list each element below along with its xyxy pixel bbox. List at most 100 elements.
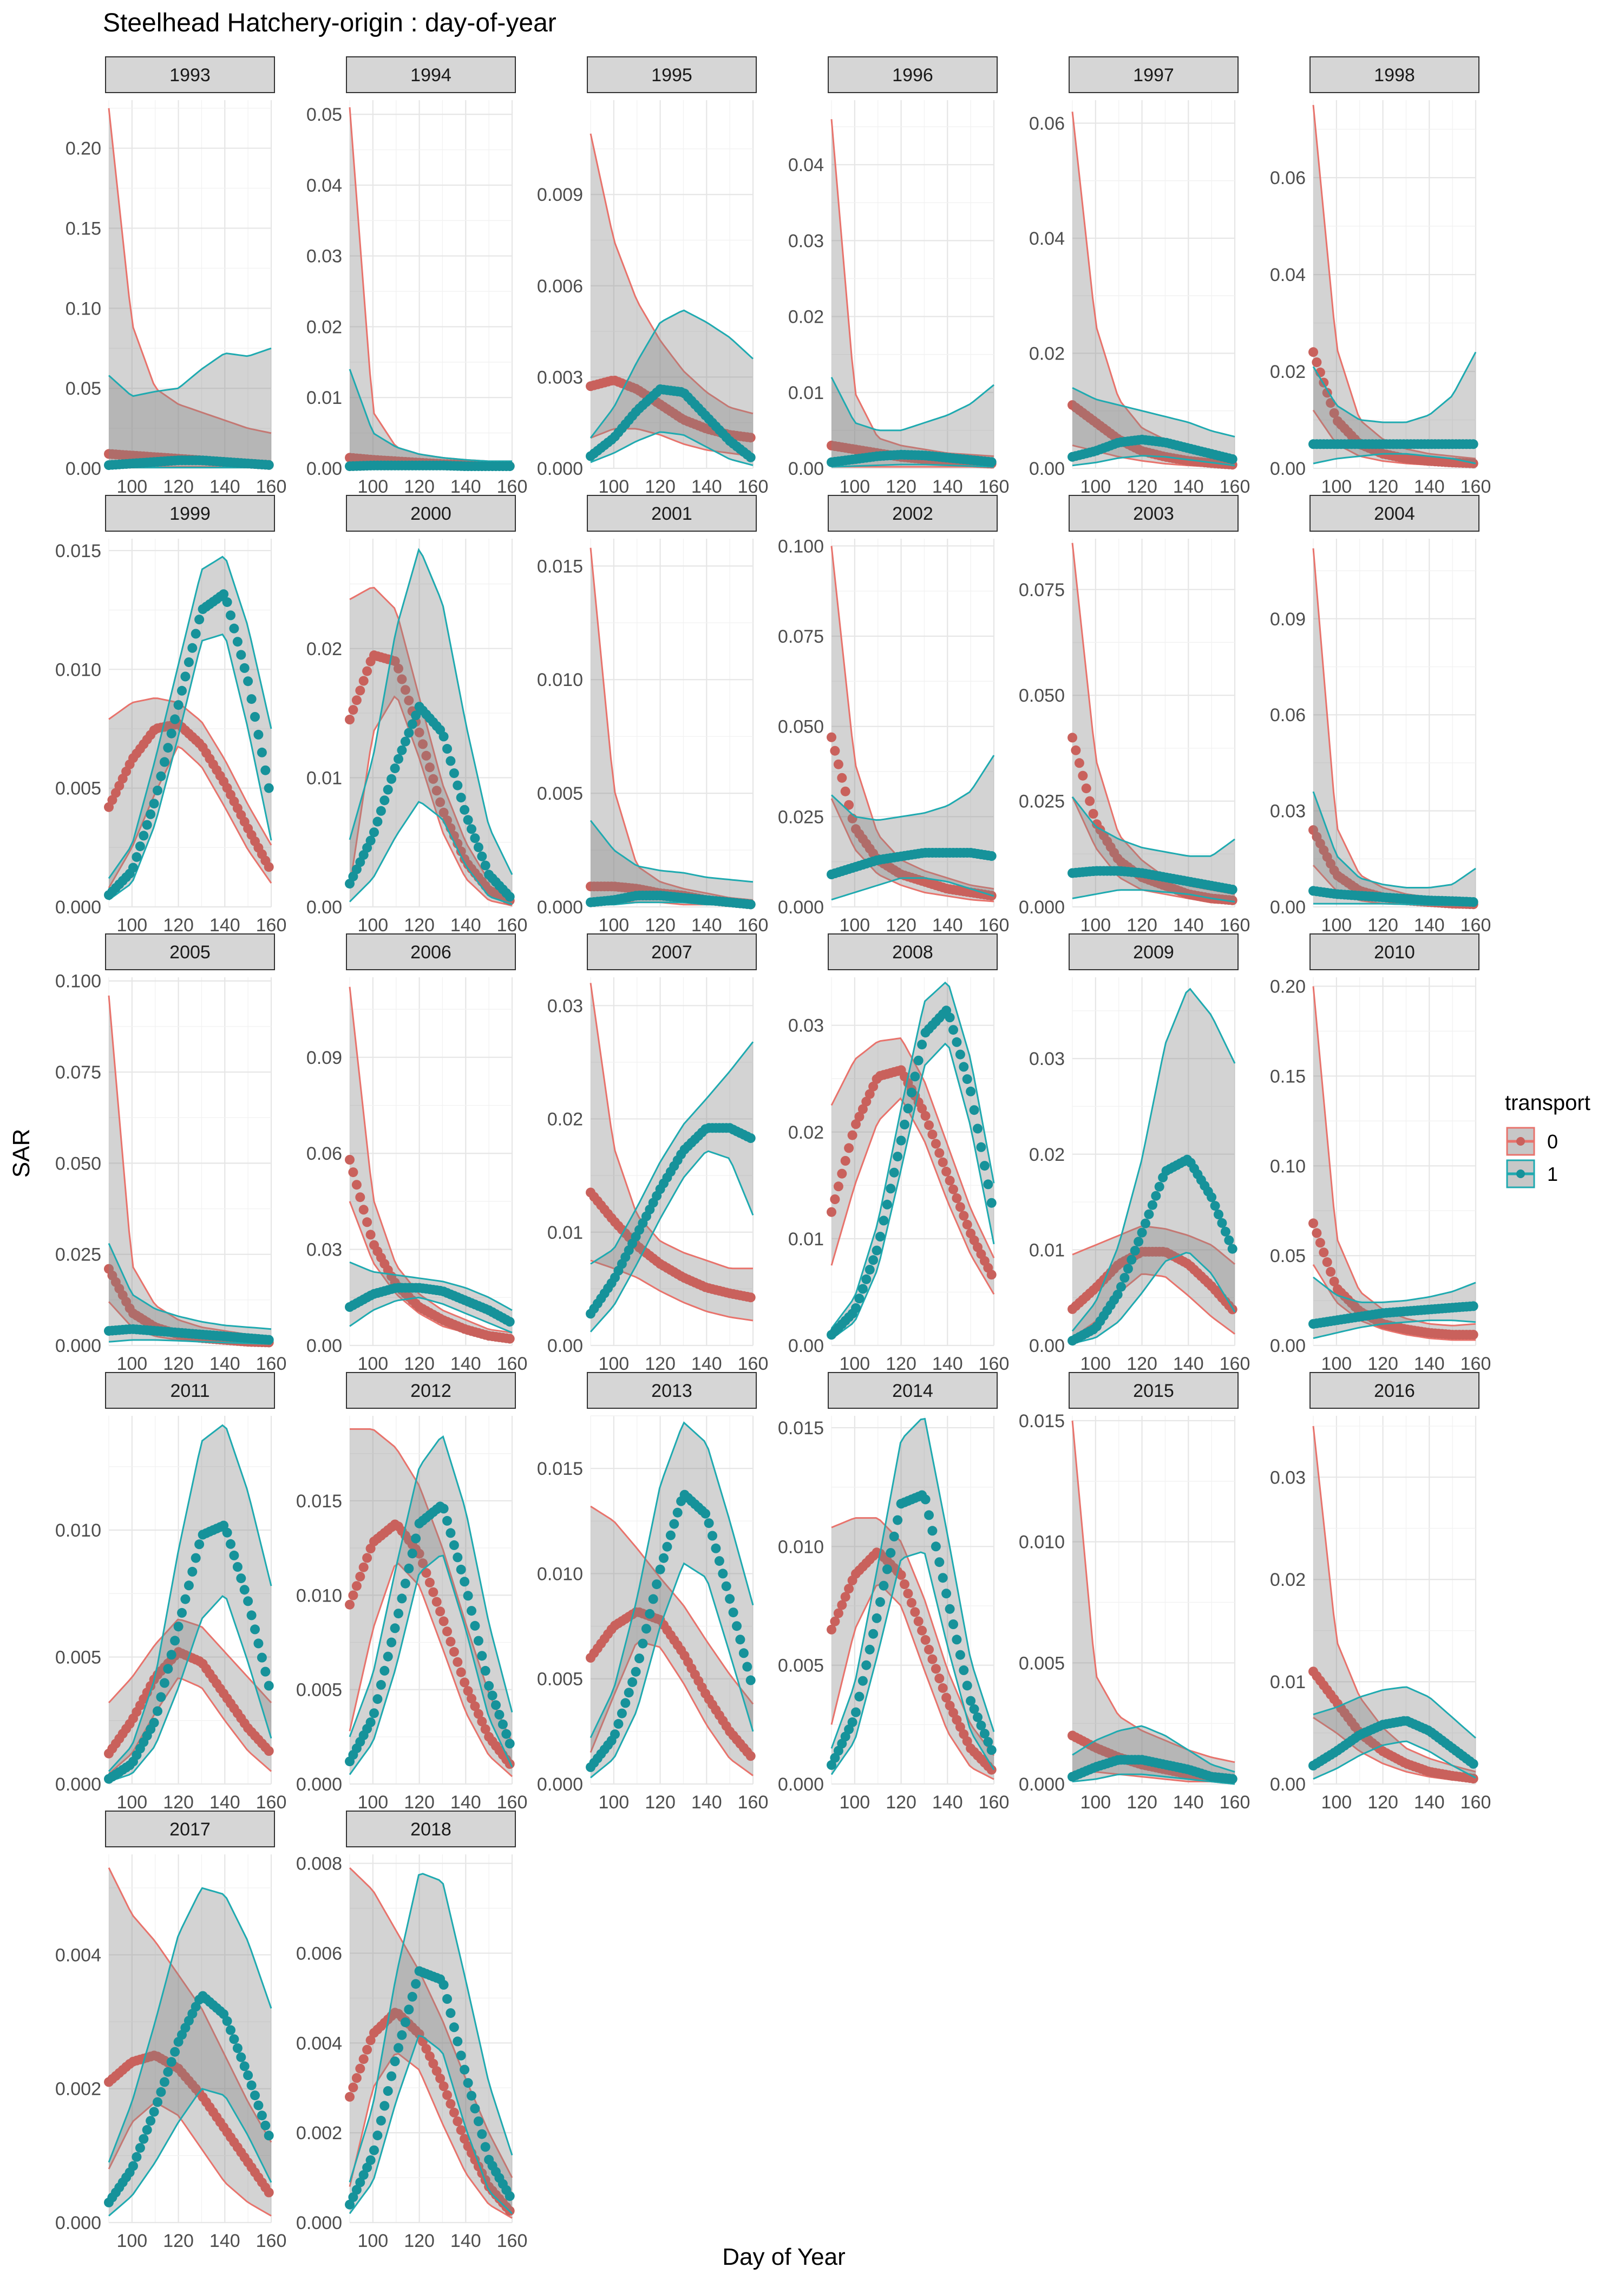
y-tick-label: 0.10: [1270, 1156, 1306, 1177]
fit-point: [446, 1637, 456, 1647]
y-tick-label: 0.000: [55, 897, 101, 918]
fit-point: [875, 1597, 885, 1607]
y-tick-label: 0.02: [1029, 344, 1065, 364]
fit-points-transport-1: [586, 1489, 756, 1772]
fit-points-transport-1: [586, 891, 756, 910]
y-tick-label: 0.005: [296, 1680, 342, 1701]
fit-point: [355, 2063, 365, 2074]
fit-point: [735, 1635, 745, 1645]
fit-point: [407, 719, 417, 729]
x-tick-label: 160: [1220, 476, 1250, 497]
fit-point: [431, 1597, 442, 1607]
x-tick-label: 100: [839, 915, 870, 936]
fit-point: [453, 2036, 463, 2047]
fit-point: [1214, 1210, 1223, 1219]
facet-strip-label: 2018: [410, 1819, 451, 1840]
fit-point: [372, 1694, 383, 1704]
fit-point: [456, 846, 466, 857]
y-tick-label: 0.03: [306, 246, 342, 267]
fit-point: [1112, 1290, 1123, 1300]
ci-lower-line-transport-1: [108, 2088, 272, 2217]
fit-point: [931, 1541, 941, 1552]
fit-point: [369, 2145, 379, 2155]
fit-point: [397, 2030, 407, 2040]
fit-point: [931, 1664, 941, 1674]
y-tick-label: 0.075: [778, 626, 824, 647]
fit-points-transport-1: [345, 460, 515, 472]
ci-upper-line-transport-0: [108, 1618, 272, 1703]
ci-lower-line-transport-1: [1313, 1740, 1476, 1780]
fit-point: [669, 1519, 679, 1529]
fit-points-transport-1: [827, 1005, 997, 1340]
y-tick-label: 0.00: [306, 1336, 342, 1356]
fit-point: [250, 712, 260, 722]
fit-point: [827, 1624, 836, 1635]
ci-upper-line-transport-0: [1072, 1225, 1235, 1265]
x-tick-label: 140: [1173, 915, 1204, 936]
fit-point: [655, 1564, 665, 1574]
panel-2007: 2007 0.00 0.01 0.02 0.03 100 120 140 160: [547, 933, 768, 1374]
x-tick-label: 160: [738, 915, 769, 936]
fit-point: [379, 1665, 390, 1676]
fit-point: [700, 1508, 711, 1519]
fit-point: [718, 1569, 728, 1579]
fit-point: [959, 1211, 969, 1221]
fit-point: [1088, 809, 1098, 819]
legend-entry-1: 1: [1506, 1159, 1558, 1188]
y-tick-label: 0.050: [1019, 685, 1065, 706]
x-tick-label: 140: [1173, 1792, 1204, 1813]
fit-point: [397, 745, 407, 755]
facet-strip-label: 2003: [1133, 504, 1174, 524]
ci-lower-line-transport-1: [349, 1554, 513, 1775]
fit-point: [358, 2054, 369, 2064]
y-tick-label: 0.008: [296, 1854, 342, 1874]
fit-point: [745, 1675, 756, 1685]
fit-point: [948, 1184, 958, 1194]
x-tick-label: 120: [645, 476, 676, 497]
x-tick-label: 140: [209, 1792, 240, 1813]
y-tick-label: 0.03: [1029, 1049, 1065, 1069]
fit-points-transport-1: [586, 384, 756, 462]
y-tick-label: 0.01: [1029, 1240, 1065, 1260]
facet-strip-2008: [828, 933, 998, 970]
ci-ribbon-transport-0: [350, 587, 512, 906]
fit-point: [246, 1610, 257, 1620]
fit-point: [379, 2101, 390, 2111]
ci-ribbon-transport-0: [109, 108, 271, 468]
fit-point: [453, 780, 463, 790]
fit-point: [376, 2115, 386, 2126]
y-tick-label: 0.010: [296, 1585, 342, 1606]
fit-point: [390, 2056, 400, 2067]
y-tick-label: 0.03: [1270, 1467, 1306, 1488]
facet-strip-label: 2006: [410, 942, 451, 963]
fit-point: [973, 1123, 983, 1134]
y-tick-label: 0.000: [537, 459, 583, 479]
fit-point: [156, 1692, 166, 1702]
fit-point: [449, 2107, 459, 2118]
fit-point: [851, 1303, 861, 1313]
fit-point: [477, 2129, 487, 2139]
fit-point: [1141, 1218, 1150, 1229]
fit-point: [913, 1616, 924, 1626]
fit-point: [232, 637, 243, 647]
fit-points-transport-1: [827, 848, 997, 879]
fit-point: [414, 727, 424, 737]
fit-point: [470, 833, 480, 844]
fit-point: [411, 710, 421, 721]
fit-point: [239, 663, 250, 673]
fit-point: [358, 1562, 369, 1572]
facet-strip-label: 2007: [651, 942, 692, 963]
y-tick-label: 0.00: [788, 459, 824, 479]
y-tick-label: 0.01: [1270, 1672, 1306, 1693]
fit-point: [1227, 454, 1237, 464]
ci-upper-line-transport-1: [590, 309, 754, 439]
fit-points-transport-1: [345, 702, 515, 902]
fit-point: [983, 1179, 993, 1190]
x-tick-label: 140: [691, 915, 722, 936]
fit-points-transport-0: [345, 1155, 515, 1344]
x-tick-label: 140: [691, 476, 722, 497]
panel-1994: 1994 0.00 0.01 0.02 0.03 0.04 0.05 100 120 140 160: [306, 56, 527, 497]
legend-label-0: 0: [1547, 1131, 1558, 1153]
ci-upper-line-transport-1: [349, 547, 513, 875]
fit-point: [847, 1717, 857, 1727]
